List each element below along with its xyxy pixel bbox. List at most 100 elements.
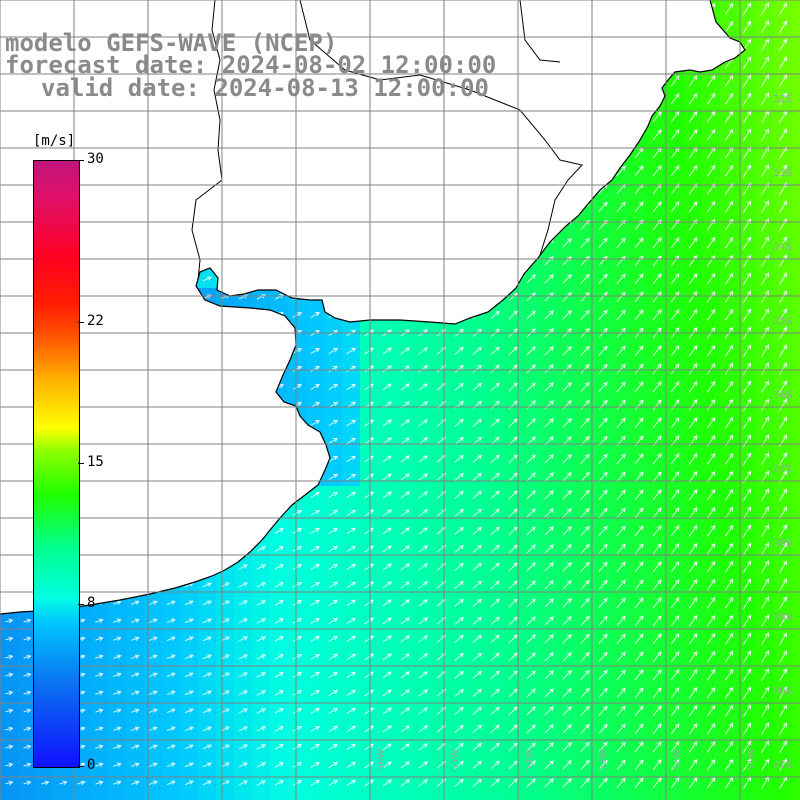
wind-arrow <box>688 758 698 771</box>
wind-arrow <box>634 345 644 357</box>
wind-arrow <box>400 707 410 715</box>
wind-arrow <box>328 347 338 354</box>
wind-arrow <box>761 236 770 250</box>
wind-arrow <box>526 310 536 320</box>
wind-arrow <box>652 507 662 519</box>
wind-arrow <box>598 651 608 662</box>
wind-arrow <box>598 453 608 464</box>
wind-arrow <box>400 473 410 481</box>
wind-cell <box>90 792 108 800</box>
wind-arrow <box>742 542 752 555</box>
wind-arrow <box>544 382 554 392</box>
wind-arrow <box>274 762 284 768</box>
wind-arrow <box>616 165 626 176</box>
wind-arrow <box>724 236 734 249</box>
wind-cell <box>792 270 800 288</box>
wind-arrow <box>652 759 662 771</box>
wind-arrow <box>328 545 338 552</box>
wind-arrow <box>634 669 644 681</box>
wind-arrow <box>706 128 716 141</box>
wind-arrow <box>328 455 338 462</box>
wind-arrow <box>5 726 14 732</box>
wind-arrow <box>616 687 626 698</box>
wind-arrow <box>688 632 698 645</box>
wind-cell <box>756 792 774 800</box>
wind-arrow <box>472 724 482 733</box>
wind-cell <box>738 792 756 800</box>
wind-arrow <box>706 416 716 429</box>
wind-arrow <box>274 726 284 732</box>
wind-arrow <box>526 652 536 662</box>
wind-arrow <box>688 596 698 609</box>
wind-arrow <box>526 454 536 464</box>
wind-arrow <box>652 291 662 303</box>
wind-arrow <box>688 524 698 537</box>
wind-arrow <box>634 687 644 699</box>
wind-arrow <box>472 598 482 607</box>
colorbar <box>33 160 80 768</box>
lon-label: 52W <box>672 749 683 772</box>
wind-arrow <box>490 598 500 608</box>
wind-arrow <box>526 742 536 752</box>
wind-arrow <box>688 416 698 429</box>
wind-arrow <box>113 600 122 605</box>
wind-arrow <box>202 780 212 786</box>
wind-cell <box>468 792 486 800</box>
wind-arrow <box>148 762 158 767</box>
wind-arrow <box>472 778 482 787</box>
wind-arrow <box>382 491 392 499</box>
wind-cell <box>792 648 800 666</box>
wind-arrow <box>670 273 680 285</box>
wind-arrow <box>382 725 392 733</box>
wind-cell <box>792 450 800 468</box>
wind-arrow <box>346 671 356 679</box>
wind-arrow <box>113 780 122 785</box>
wind-arrow <box>166 672 176 678</box>
wind-arrow <box>454 418 464 427</box>
wind-arrow <box>526 778 536 788</box>
wind-arrow <box>346 779 356 787</box>
wind-arrow <box>418 347 429 355</box>
wind-arrow <box>779 272 788 286</box>
wind-arrow <box>652 363 662 375</box>
wind-arrow <box>5 780 14 786</box>
wind-arrow <box>292 348 303 354</box>
wind-arrow <box>328 581 338 588</box>
wind-arrow <box>724 362 734 375</box>
wind-arrow <box>724 542 734 555</box>
wind-arrow <box>256 726 266 732</box>
wind-arrow <box>598 561 608 572</box>
wind-arrow <box>490 616 500 626</box>
wind-cell <box>792 486 800 504</box>
wind-arrow <box>292 708 303 714</box>
wind-arrow <box>95 654 104 660</box>
wind-arrow <box>113 618 122 623</box>
wind-arrow <box>779 128 788 142</box>
wind-arrow <box>598 741 608 752</box>
wind-arrow <box>779 704 788 718</box>
wind-cell <box>792 144 800 162</box>
wind-arrow <box>508 472 518 482</box>
wind-arrow <box>652 705 662 717</box>
wind-arrow <box>580 651 590 662</box>
wind-arrow <box>634 561 644 573</box>
wind-arrow <box>742 398 752 411</box>
wind-arrow <box>184 636 194 642</box>
wind-arrow <box>670 723 680 735</box>
wind-arrow <box>472 706 482 715</box>
wind-arrow <box>670 165 680 177</box>
wind-arrow <box>238 600 248 606</box>
wind-arrow <box>544 490 554 500</box>
wind-cell <box>378 792 396 800</box>
wind-arrow <box>598 615 608 626</box>
wind-arrow <box>634 597 644 609</box>
wind-arrow <box>292 744 303 750</box>
wind-arrow <box>238 762 248 768</box>
wind-cell <box>432 792 450 800</box>
wind-arrow <box>310 690 321 696</box>
wind-arrow <box>562 382 572 392</box>
wind-arrow <box>77 780 86 786</box>
wind-arrow <box>184 744 194 750</box>
wind-arrow <box>706 290 716 303</box>
wind-cell <box>792 0 800 18</box>
